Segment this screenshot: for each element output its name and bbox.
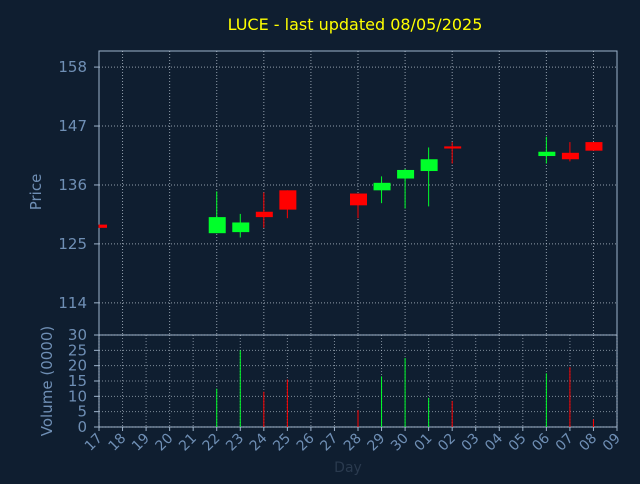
volume-tick-label: 25 [68,341,87,359]
volume-axis-label: Volume (0000) [38,326,56,436]
x-tick-label: 08 [576,431,600,455]
x-tick-label: 23 [223,431,247,455]
day-axis-label: Day [334,460,362,476]
x-tick-label: 25 [270,431,294,455]
x-tick-label: 01 [412,431,436,455]
candle-body [99,224,107,228]
x-tick-label: 24 [247,430,271,454]
volume-tick-label: 30 [68,326,87,344]
x-tick-label: 06 [529,430,553,454]
candle-body [420,159,438,172]
candle-body [561,152,579,160]
candle-body [397,169,415,179]
x-tick-label: 22 [200,431,224,455]
price-tick-label: 125 [58,235,87,253]
volume-tick-label: 15 [68,372,87,390]
x-tick-label: 02 [435,431,459,455]
x-tick-label: 05 [506,431,530,455]
x-tick-label: 09 [600,431,624,455]
chart-title: LUCE - last updated 08/05/2025 [228,15,483,34]
price-tick-label: 114 [58,294,87,312]
x-tick-label: 28 [341,431,365,455]
price-tick-label: 147 [58,117,87,135]
volume-tick-label: 5 [77,403,87,421]
x-tick-label: 18 [105,431,129,455]
candle-body [279,190,297,210]
x-tick-label: 04 [482,430,506,454]
price-axis-label: Price [27,174,45,211]
x-tick-label: 19 [129,431,153,455]
x-tick-label: 26 [294,430,318,454]
volume-tick-label: 10 [68,387,87,405]
volume-tick-label: 20 [68,357,87,375]
x-tick-label: 29 [364,431,388,455]
candle-body [444,146,462,149]
candle-body [373,182,391,191]
x-tick-label: 07 [553,431,577,455]
candle-body [232,222,250,233]
x-tick-label: 20 [153,431,177,455]
candle-body [585,142,603,151]
candle-body [255,211,273,218]
candle-body [350,193,367,206]
price-tick-label: 158 [58,58,87,76]
x-tick-label: 30 [388,431,412,455]
candle-body [538,151,556,157]
x-tick-label: 21 [176,431,200,455]
candle-body [208,217,226,234]
x-tick-label: 03 [459,431,483,455]
x-tick-label: 27 [317,431,341,455]
price-tick-label: 136 [58,176,87,194]
volume-tick-label: 0 [77,418,87,436]
